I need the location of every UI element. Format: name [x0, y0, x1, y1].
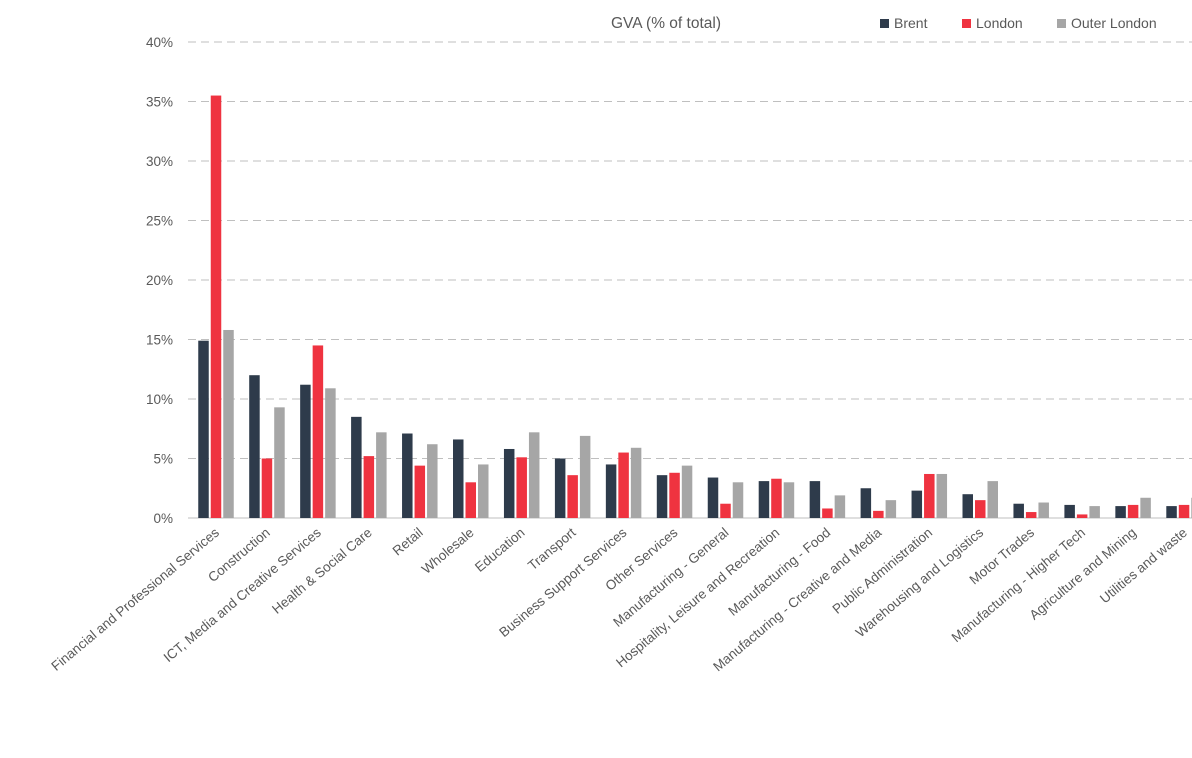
bar-outer-london	[681, 465, 693, 518]
bar-london	[618, 452, 629, 518]
bar-outer-london	[478, 464, 489, 518]
legend-label: London	[976, 15, 1023, 31]
bar-outer-london	[1089, 506, 1100, 518]
legend-swatch	[880, 19, 889, 28]
bar-outer-london	[223, 329, 234, 518]
bar-brent	[198, 340, 209, 518]
bar-london	[567, 475, 578, 518]
gridlines	[188, 41, 1192, 519]
bar-brent	[503, 448, 515, 518]
x-category-label: Retail	[390, 525, 426, 559]
bar-london	[873, 510, 884, 518]
bar-brent	[962, 494, 973, 518]
y-tick-label: 25%	[146, 214, 173, 229]
y-axis-ticks: 0% 5% 10% 15% 20% 25% 30% 35% 40%	[146, 35, 173, 526]
bar-london	[720, 503, 731, 518]
bar-brent	[809, 481, 821, 518]
y-tick-label: 10%	[146, 392, 173, 407]
bars	[198, 95, 1192, 519]
bar-london	[516, 457, 527, 518]
bar-london	[363, 456, 375, 518]
bar-brent	[453, 439, 464, 518]
bar-outer-london	[834, 495, 846, 518]
bar-brent	[707, 477, 719, 518]
bar-outer-london	[987, 481, 998, 518]
bar-outer-london	[376, 432, 387, 518]
y-tick-label: 30%	[146, 154, 173, 169]
chart-title: GVA (% of total)	[611, 15, 721, 32]
y-tick-label: 15%	[146, 333, 173, 348]
bar-london	[1025, 512, 1037, 518]
bar-london	[1127, 504, 1139, 518]
bar-brent	[1115, 506, 1126, 518]
bar-london	[822, 508, 833, 518]
bar-london	[414, 465, 426, 518]
bar-outer-london	[274, 407, 285, 518]
bar-london	[975, 500, 986, 518]
legend-label: Brent	[894, 15, 928, 31]
bar-brent	[1013, 503, 1024, 518]
legend-label: Outer London	[1071, 15, 1157, 31]
x-axis-labels: Financial and Professional ServicesConst…	[48, 524, 1190, 674]
legend-swatch	[962, 19, 971, 28]
bar-brent	[605, 464, 617, 518]
bar-outer-london	[1038, 502, 1049, 518]
y-tick-label: 40%	[146, 35, 173, 50]
x-category-label: Education	[472, 525, 528, 575]
legend-swatch	[1057, 19, 1066, 28]
y-tick-label: 35%	[146, 95, 173, 110]
bar-london	[1178, 504, 1190, 518]
bar-brent	[351, 416, 362, 518]
bar-london	[924, 473, 935, 518]
y-tick-label: 20%	[146, 273, 173, 288]
bar-brent	[911, 490, 923, 518]
x-category-label: Utilities and waste	[1097, 525, 1190, 606]
bar-london	[312, 345, 324, 518]
bar-london	[465, 482, 476, 518]
x-category-label: Wholesale	[419, 525, 477, 577]
bar-outer-london	[427, 444, 438, 518]
bar-brent	[402, 433, 413, 518]
bar-brent	[249, 375, 260, 518]
bar-outer-london	[325, 388, 336, 518]
x-category-label: Health & Social Care	[269, 525, 375, 617]
x-category-label: Financial and Professional Services	[48, 525, 222, 674]
bar-outer-london	[732, 482, 744, 518]
legend: Brent London Outer London	[880, 15, 1157, 31]
bar-outer-london	[630, 447, 642, 518]
bar-london	[261, 458, 273, 518]
bar-brent	[1064, 504, 1075, 518]
bar-outer-london	[528, 432, 540, 518]
bar-london	[1076, 514, 1088, 518]
bar-outer-london	[1140, 497, 1151, 518]
bar-brent	[656, 475, 668, 518]
y-tick-label: 0%	[153, 511, 173, 526]
bar-outer-london	[885, 500, 897, 518]
bar-outer-london	[936, 473, 948, 518]
bar-brent	[860, 488, 872, 518]
bar-london	[210, 95, 222, 519]
bar-brent	[1166, 506, 1177, 518]
bar-brent	[300, 384, 311, 518]
bar-london	[771, 478, 782, 518]
bar-brent	[554, 458, 566, 518]
bar-london	[669, 472, 680, 518]
bar-outer-london	[579, 435, 591, 518]
y-tick-label: 5%	[153, 452, 173, 467]
bar-outer-london	[783, 482, 795, 518]
bar-brent	[758, 481, 770, 518]
